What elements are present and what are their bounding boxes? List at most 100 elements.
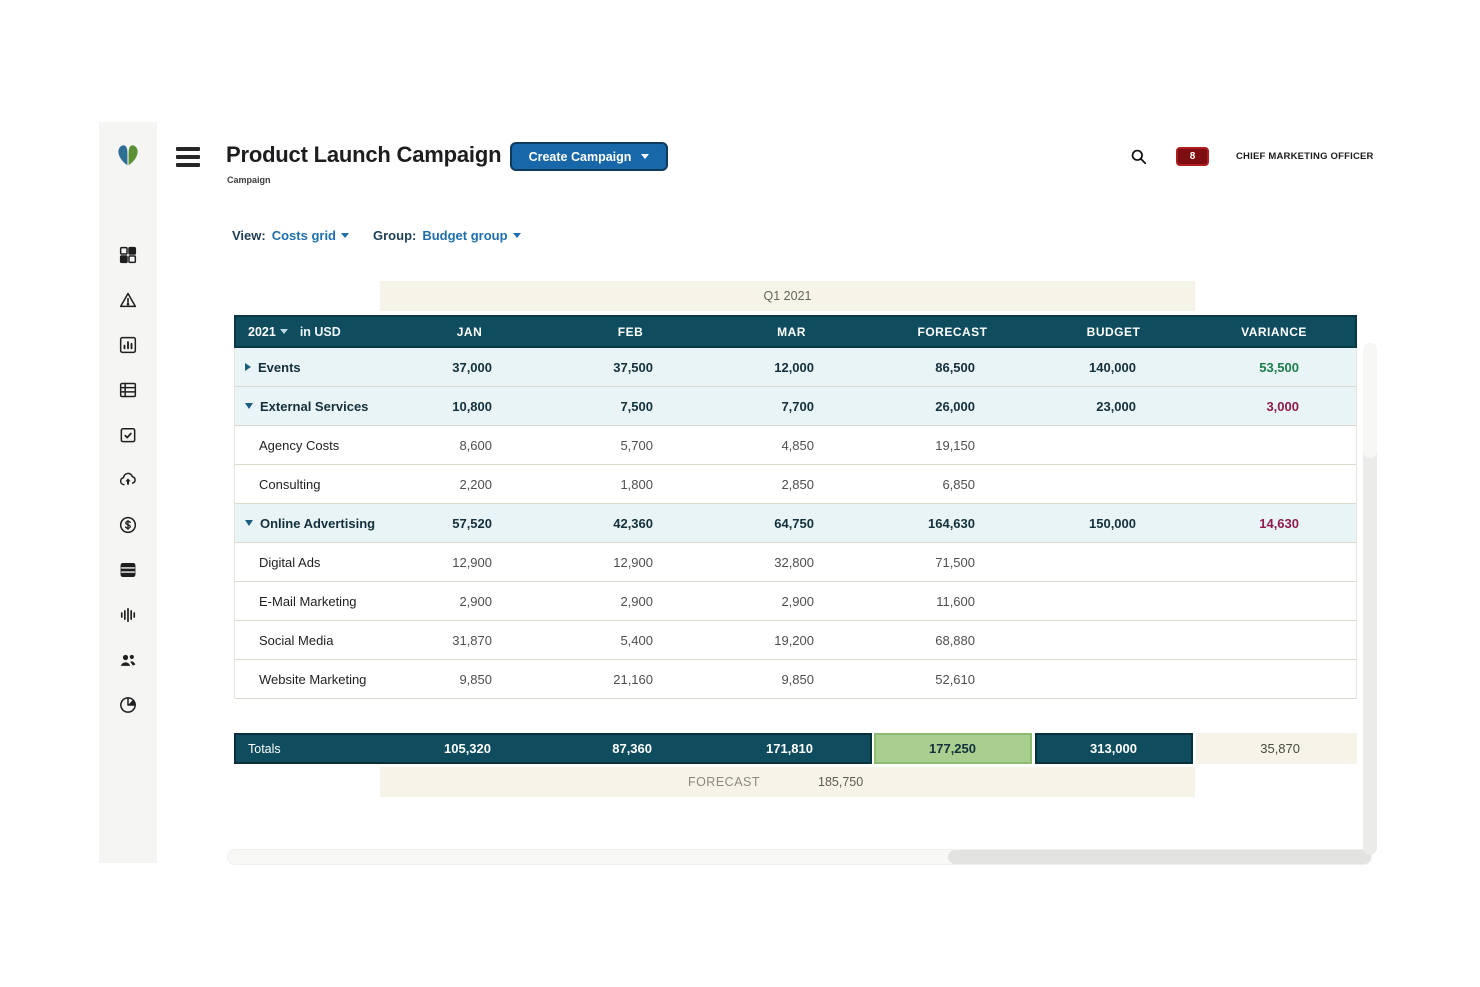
year-dropdown[interactable]: 2021 (248, 325, 288, 339)
horizontal-scrollbar-thumb[interactable] (948, 850, 1371, 864)
table-row[interactable]: Website Marketing 9,850 21,160 9,850 52,610 (235, 660, 1356, 699)
vertical-scrollbar-thumb[interactable] (1363, 343, 1377, 458)
chevron-down-icon (341, 233, 350, 238)
spreadsheet-icon[interactable] (118, 380, 138, 400)
cell-feb: 1,800 (620, 476, 653, 492)
vertical-scrollbar[interactable] (1363, 343, 1377, 855)
tasks-check-icon[interactable] (118, 425, 138, 445)
column-header-forecast: FORECAST (917, 324, 988, 339)
table-row[interactable]: Events 37,000 37,500 12,000 86,500 140,000 53,… (235, 348, 1356, 387)
pie-chart-icon[interactable] (118, 695, 138, 715)
cell-variance: 53,500 (1259, 359, 1299, 375)
cell-mar: 19,200 (774, 632, 814, 648)
table-row[interactable]: Digital Ads 12,900 12,900 32,800 71,500 (235, 543, 1356, 582)
data-table-icon[interactable] (118, 560, 138, 580)
view-dropdown[interactable]: Costs grid (272, 228, 350, 243)
column-header-feb: FEB (617, 324, 644, 339)
cell-forecast: 26,000 (935, 398, 975, 414)
grid-body: Events 37,000 37,500 12,000 86,500 140,000 53,… (234, 348, 1357, 699)
totals-mar: 171,810 (766, 741, 813, 756)
column-header-budget: BUDGET (1086, 324, 1141, 339)
cell-jan: 2,900 (459, 593, 492, 609)
forecast-band-value: 185,750 (818, 775, 864, 789)
cell-mar: 12,000 (774, 359, 814, 375)
totals-forecast-cell: 177,250 (874, 733, 1032, 764)
row-label-text: External Services (260, 398, 369, 414)
chevron-down-icon (279, 329, 288, 334)
alerts-icon[interactable] (118, 290, 138, 310)
cell-feb: 5,400 (620, 632, 653, 648)
cell-mar: 64,750 (774, 515, 814, 531)
cell-forecast: 71,500 (935, 554, 975, 570)
column-header-jan: JAN (456, 324, 483, 339)
cell-mar: 2,850 (781, 476, 814, 492)
horizontal-scrollbar[interactable] (227, 849, 1372, 865)
cell-feb: 5,700 (620, 437, 653, 453)
row-label: Social Media (235, 633, 388, 648)
menu-icon[interactable] (176, 147, 200, 167)
currency-dollar-icon[interactable] (118, 515, 138, 535)
create-campaign-button[interactable]: Create Campaign (510, 142, 668, 171)
cell-forecast: 68,880 (935, 632, 975, 648)
row-label-text: Website Marketing (259, 671, 367, 687)
forecast-band-label: FORECAST (687, 775, 760, 789)
cell-jan: 10,800 (452, 398, 492, 414)
cell-feb: 12,900 (613, 554, 653, 570)
table-row[interactable]: E-Mail Marketing 2,900 2,900 2,900 11,600 (235, 582, 1356, 621)
row-label: Website Marketing (235, 672, 388, 687)
dashboard-icon[interactable] (118, 245, 138, 265)
equalizer-icon[interactable] (118, 605, 138, 625)
group-label: Group: (373, 228, 417, 243)
table-row[interactable]: Agency Costs 8,600 5,700 4,850 19,150 (235, 426, 1356, 465)
row-label-text: Events (258, 359, 301, 375)
row-label-text: Social Media (259, 632, 334, 648)
cell-mar: 32,800 (774, 554, 814, 570)
cell-forecast: 52,610 (935, 671, 975, 687)
view-label: View: (232, 228, 266, 243)
column-header-mar: MAR (777, 324, 806, 339)
currency-label: in USD (299, 324, 341, 339)
row-label-text: Digital Ads (259, 554, 321, 570)
row-label: Digital Ads (235, 555, 388, 570)
cell-mar: 2,900 (781, 593, 814, 609)
chart-report-icon[interactable] (118, 335, 138, 355)
expand-arrow-icon[interactable] (245, 363, 251, 371)
cell-feb: 2,900 (620, 593, 653, 609)
cell-forecast: 19,150 (935, 437, 975, 453)
quarter-band: Q1 2021 (380, 281, 1195, 311)
collapse-arrow-icon[interactable] (245, 403, 253, 409)
totals-months-block: Totals 105,320 87,360 171,810 (234, 733, 872, 764)
row-label: Consulting (235, 477, 388, 492)
group-dropdown[interactable]: Budget group (422, 228, 521, 243)
notification-badge[interactable]: 8 (1176, 147, 1209, 166)
sidebar (99, 122, 157, 863)
cell-feb: 21,160 (613, 671, 653, 687)
forecast-band: FORECAST 185,750 (380, 767, 1195, 797)
table-row[interactable]: Social Media 31,870 5,400 19,200 68,880 (235, 621, 1356, 660)
row-label: External Services (235, 399, 388, 414)
chevron-down-icon (512, 233, 521, 238)
search-icon[interactable] (1129, 147, 1149, 167)
cell-feb: 37,500 (613, 359, 653, 375)
cloud-upload-icon[interactable] (118, 470, 138, 490)
user-role[interactable]: CHIEF MARKETING OFFICER (1236, 151, 1374, 162)
create-campaign-label: Create Campaign (528, 149, 632, 164)
team-icon[interactable] (118, 650, 138, 670)
cell-variance: 14,630 (1259, 515, 1299, 531)
totals-variance-cell: 35,870 (1196, 733, 1357, 764)
table-row[interactable]: External Services 10,800 7,500 7,700 26,000 2… (235, 387, 1356, 426)
app-logo (113, 139, 143, 169)
table-row[interactable]: Online Advertising 57,520 42,360 64,750 164,… (235, 504, 1356, 543)
cell-forecast: 11,600 (936, 593, 975, 609)
collapse-arrow-icon[interactable] (245, 520, 253, 526)
cell-jan: 9,850 (459, 671, 492, 687)
cell-budget: 23,000 (1096, 398, 1136, 414)
cell-forecast: 86,500 (935, 359, 975, 375)
table-row[interactable]: Consulting 2,200 1,800 2,850 6,850 (235, 465, 1356, 504)
cell-jan: 8,600 (459, 437, 492, 453)
row-label-text: E-Mail Marketing (259, 593, 357, 609)
cell-feb: 42,360 (613, 515, 653, 531)
cell-forecast: 6,850 (942, 476, 975, 492)
sidebar-nav (99, 245, 157, 715)
